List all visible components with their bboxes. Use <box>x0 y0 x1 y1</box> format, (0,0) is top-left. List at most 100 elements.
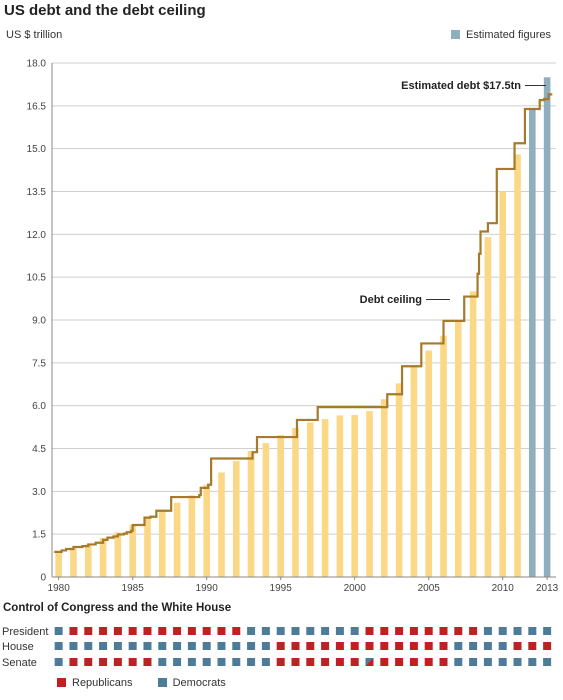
y-tick-label: 7.5 <box>32 358 46 369</box>
party-square-republican <box>380 658 389 666</box>
debt-bar <box>158 509 166 577</box>
row-label-house: House <box>2 641 34 653</box>
party-square-republican <box>409 642 418 650</box>
debt-bar <box>395 383 403 577</box>
party-square-democrat <box>247 627 256 635</box>
y-tick-label: 13.5 <box>27 187 47 198</box>
party-square-republican <box>321 642 330 650</box>
y-tick-label: 4.5 <box>32 444 46 455</box>
debt-bar <box>218 472 225 577</box>
debt-bar <box>129 525 136 577</box>
y-tick-label: 18.0 <box>27 59 47 70</box>
y-tick-labels: 0 1.5 3.0 4.5 6.0 7.5 9.0 10.5 12.0 13.5 15.0 16.5 1… <box>27 59 47 584</box>
debt-bar <box>84 544 92 577</box>
y-tick-label: 6.0 <box>32 401 46 412</box>
party-square-democrat <box>498 642 507 650</box>
party-square-republican <box>409 627 418 635</box>
party-square-democrat <box>276 627 285 635</box>
estimated-bar <box>529 108 536 577</box>
party-square-democrat <box>84 642 93 650</box>
ceiling-path <box>54 93 553 553</box>
party-square-democrat <box>143 642 152 650</box>
party-square-republican <box>424 642 433 650</box>
debt-bar <box>336 415 344 577</box>
party-square-republican <box>202 627 211 635</box>
party-square-democrat <box>513 658 522 666</box>
party-square-democrat <box>543 658 552 666</box>
legend-estimated-swatch <box>451 30 461 39</box>
control-squares <box>54 627 552 666</box>
party-square-democrat <box>483 642 492 650</box>
x-tick-labels: 1980 1985 1990 1995 2000 2005 2010 2013 <box>48 583 559 594</box>
party-square-democrat <box>173 642 182 650</box>
legend-estimated: Estimated figures <box>451 29 551 41</box>
party-square-democrat <box>454 642 463 650</box>
party-square-republican <box>543 642 552 650</box>
debt-bar <box>203 484 210 577</box>
x-tick-label: 1980 <box>48 583 71 594</box>
debt-bar <box>351 415 358 577</box>
debt-bar <box>262 443 270 577</box>
party-square-republican <box>424 627 433 635</box>
row-label-president: President <box>2 626 49 638</box>
debt-bar <box>469 291 477 577</box>
debt-bar <box>514 154 521 577</box>
party-square-democrat <box>54 658 63 666</box>
row-label-senate: Senate <box>2 657 37 669</box>
debt-bar <box>173 502 181 577</box>
party-square-democrat <box>483 627 492 635</box>
party-square-republican <box>291 642 300 650</box>
axes <box>51 63 556 580</box>
party-square-republican <box>143 658 152 666</box>
party-square-republican <box>84 627 93 635</box>
party-square-republican <box>276 642 285 650</box>
party-square-democrat <box>113 642 122 650</box>
legend-democrats-label: Democrats <box>172 677 226 689</box>
party-square-republican <box>306 658 315 666</box>
party-square-democrat <box>158 642 167 650</box>
party-square-republican <box>187 627 196 635</box>
y-tick-label: 10.5 <box>27 273 47 284</box>
party-square-republican <box>99 627 108 635</box>
party-square-democrat <box>469 642 478 650</box>
party-square-democrat <box>291 627 300 635</box>
party-square-democrat <box>335 627 344 635</box>
party-square-republican <box>291 658 300 666</box>
x-tick-label: 1985 <box>122 583 145 594</box>
debt-bar <box>440 335 447 577</box>
x-tick-label: 2013 <box>536 583 559 594</box>
debt-bar <box>188 495 196 577</box>
party-square-republican <box>335 658 344 666</box>
party-square-republican <box>84 658 93 666</box>
debt-bar <box>484 237 492 577</box>
y-tick-label: 15.0 <box>27 144 47 155</box>
party-square-democrat <box>498 627 507 635</box>
debt-bar <box>114 532 122 577</box>
x-tick-label: 2010 <box>492 583 515 594</box>
party-square-republican <box>335 642 344 650</box>
party-square-republican <box>350 658 359 666</box>
party-square-republican <box>409 658 418 666</box>
party-square-democrat <box>483 658 492 666</box>
debt-bar <box>410 366 418 577</box>
party-square-democrat <box>261 658 270 666</box>
party-square-republican <box>217 627 226 635</box>
party-square-republican <box>439 642 448 650</box>
party-square-republican <box>113 658 122 666</box>
debt-bar <box>425 350 433 577</box>
party-square-republican <box>424 658 433 666</box>
party-square-democrat <box>247 658 256 666</box>
legend-democrats-swatch <box>157 678 167 687</box>
party-square-republican <box>350 642 359 650</box>
party-square-democrat <box>350 627 359 635</box>
grid-lines <box>52 62 556 535</box>
x-tick-label: 1995 <box>270 583 293 594</box>
annotations: Estimated debt $17.5tn Debt ceiling <box>360 80 546 306</box>
legend-republicans: Republicans <box>57 677 133 689</box>
party-square-democrat <box>543 627 552 635</box>
party-square-republican <box>380 642 389 650</box>
party-square-democrat <box>128 642 137 650</box>
debt-bar <box>232 461 240 577</box>
party-square-democrat <box>528 627 537 635</box>
